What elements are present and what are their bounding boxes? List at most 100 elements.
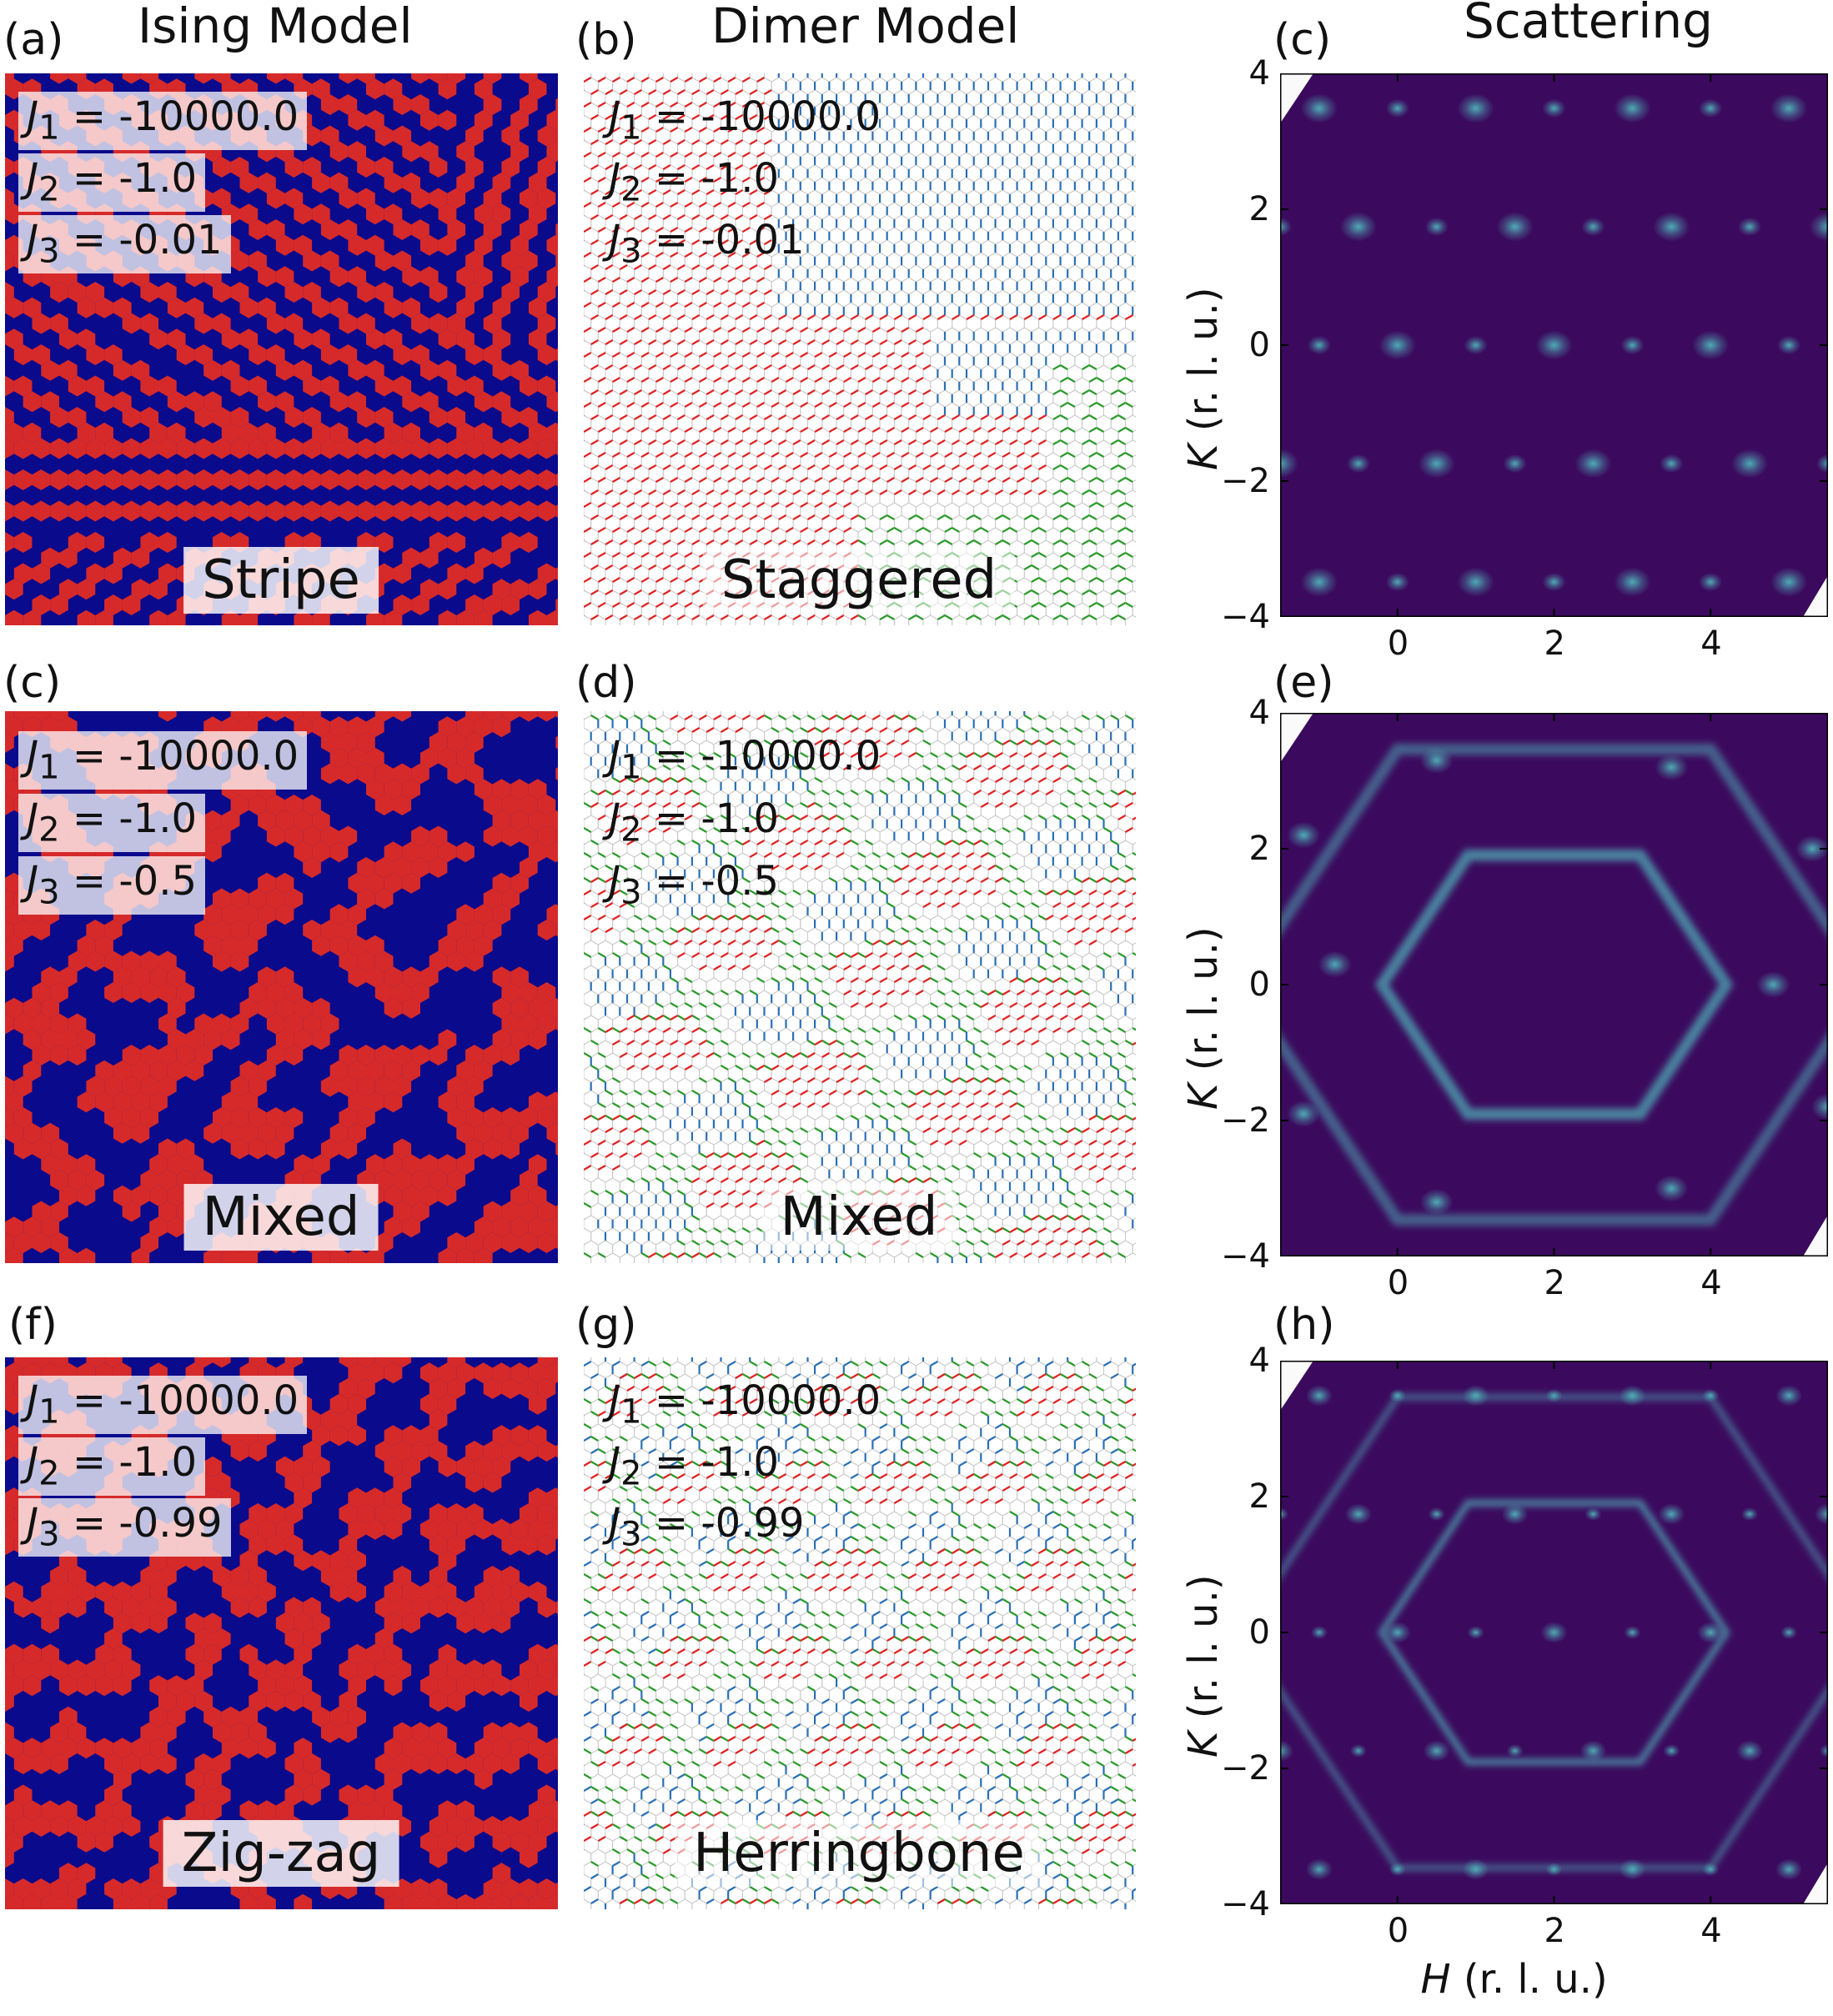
dimer-bond xyxy=(1124,1127,1133,1133)
dimer-bond xyxy=(836,314,845,320)
dimer-bond xyxy=(821,514,830,520)
dimer-bond xyxy=(648,139,657,145)
spin-site xyxy=(546,609,558,625)
dimer-bond xyxy=(1132,1102,1136,1106)
dimer-bond xyxy=(648,439,657,445)
dimer-bond xyxy=(865,1040,873,1046)
spin-site xyxy=(221,935,240,956)
dimer-bond xyxy=(1017,427,1025,433)
dimer-bond xyxy=(1110,564,1119,570)
dimer-bond xyxy=(597,77,606,83)
spin-site xyxy=(456,1122,475,1144)
dimer-bond xyxy=(699,527,707,533)
dimer-bond xyxy=(937,990,946,995)
dimer-bond xyxy=(980,1127,989,1133)
dimer-bond xyxy=(1082,1227,1090,1233)
dimer-bond xyxy=(952,414,960,420)
dimer-bond xyxy=(670,602,679,608)
dimer-bond xyxy=(821,752,830,758)
dimer-bond xyxy=(1102,1027,1112,1033)
dimer-bond xyxy=(857,1027,866,1033)
dimer-bond xyxy=(821,727,830,733)
dimer-bond xyxy=(850,1002,859,1008)
dimer-bond xyxy=(626,777,635,783)
dimer-bond xyxy=(1060,990,1068,995)
dimer-bond xyxy=(763,715,772,720)
spin-site xyxy=(339,950,358,972)
dimer-bond xyxy=(973,765,982,770)
dimer-bond xyxy=(584,152,592,158)
dimer-bond xyxy=(1082,314,1090,320)
dimer-bond xyxy=(640,790,650,795)
spin-site xyxy=(5,1013,14,1035)
dimer-bond xyxy=(648,1090,657,1096)
dimer-bond xyxy=(1038,1227,1047,1233)
dimer-bond xyxy=(1002,902,1011,908)
dimer-bond xyxy=(966,464,975,470)
spin-site xyxy=(239,1122,259,1144)
dimer-bond xyxy=(1045,1215,1054,1221)
spin-site xyxy=(339,313,358,334)
dimer-bond xyxy=(1096,1015,1105,1021)
dimer-bond xyxy=(879,464,888,470)
dimer-bond xyxy=(699,277,707,283)
dimer-bond xyxy=(850,1040,859,1046)
spin-site xyxy=(456,1362,475,1384)
dimer-bond xyxy=(944,477,953,483)
spin-site xyxy=(492,810,511,831)
spin-site xyxy=(537,1201,556,1222)
dimer-bond xyxy=(763,1140,772,1146)
spin-site xyxy=(77,935,96,956)
dimer-bond xyxy=(584,1027,592,1033)
dimer-bond xyxy=(655,302,664,308)
spin-site xyxy=(537,795,556,815)
spin-site xyxy=(194,344,213,365)
spin-site xyxy=(348,1425,366,1447)
dimer-bond xyxy=(1117,402,1127,408)
spin-site xyxy=(528,297,547,318)
dimer-bond xyxy=(670,227,679,233)
spin-site xyxy=(213,313,231,334)
spin-site xyxy=(230,407,249,428)
spin-site xyxy=(140,375,158,397)
dimer-bond xyxy=(930,890,938,895)
spin-site xyxy=(312,841,330,863)
dimer-bond xyxy=(836,339,845,345)
dimer-bond xyxy=(836,489,845,495)
dimer-bond xyxy=(763,214,772,220)
spin-site xyxy=(357,763,375,785)
dimer-bond xyxy=(966,1015,975,1021)
spin-site xyxy=(420,579,439,600)
spin-site xyxy=(329,297,349,318)
dimer-bond xyxy=(879,1002,888,1008)
spin-site xyxy=(158,282,177,303)
dimer-bond xyxy=(1017,1040,1025,1046)
spin-site xyxy=(510,1122,529,1144)
dimer-bond xyxy=(806,464,816,470)
bragg-peak xyxy=(1738,217,1762,237)
spin-site xyxy=(86,532,105,553)
dimer-bond xyxy=(814,740,823,745)
spin-site xyxy=(474,716,493,738)
dimer-bond xyxy=(727,1077,736,1083)
dimer-bond xyxy=(1017,765,1025,770)
spin-site xyxy=(438,78,457,100)
spin-site xyxy=(158,469,177,490)
spin-site xyxy=(501,888,520,910)
dimer-bond xyxy=(785,752,794,758)
spin-site xyxy=(366,1060,384,1081)
dimer-bond xyxy=(1060,1240,1068,1246)
dimer-bond xyxy=(908,539,916,545)
dimer-bond xyxy=(605,564,614,570)
dimer-bond xyxy=(879,514,888,520)
dimer-bond xyxy=(626,602,635,608)
spin-site xyxy=(348,1487,366,1509)
dimer-bond xyxy=(634,389,642,395)
dimer-bond xyxy=(785,952,794,958)
dimer-bond xyxy=(612,815,620,820)
dimer-bond xyxy=(1060,539,1068,545)
dimer-bond xyxy=(706,139,715,145)
spin-site xyxy=(339,94,358,115)
spin-site xyxy=(456,141,475,163)
dimer-bond xyxy=(836,715,845,720)
